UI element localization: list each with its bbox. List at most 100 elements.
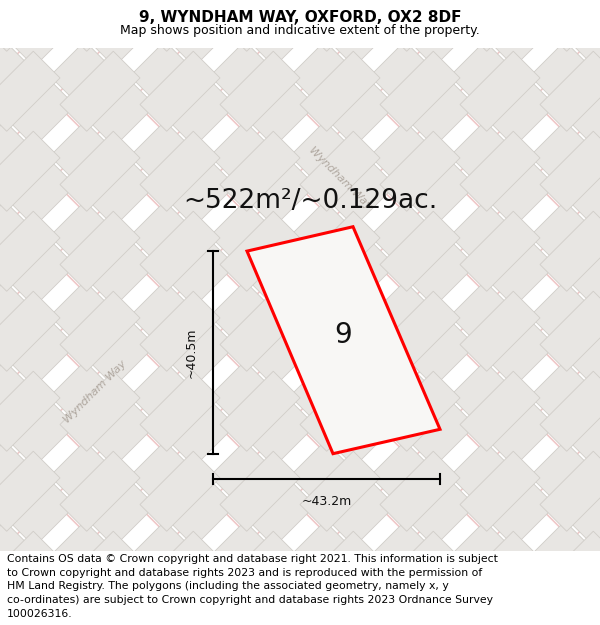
Polygon shape	[164, 156, 235, 227]
Polygon shape	[60, 291, 140, 371]
Polygon shape	[530, 281, 590, 341]
Polygon shape	[450, 601, 510, 625]
Polygon shape	[0, 291, 60, 371]
Polygon shape	[380, 291, 460, 371]
Polygon shape	[450, 521, 510, 581]
Polygon shape	[85, 0, 155, 67]
Polygon shape	[460, 291, 540, 371]
Polygon shape	[210, 201, 270, 261]
Polygon shape	[325, 76, 395, 147]
Polygon shape	[380, 131, 460, 211]
Text: 9: 9	[334, 321, 352, 349]
Polygon shape	[130, 601, 190, 625]
Polygon shape	[245, 316, 316, 387]
Polygon shape	[0, 601, 30, 625]
Polygon shape	[485, 316, 556, 387]
Polygon shape	[50, 0, 110, 21]
Polygon shape	[290, 441, 350, 501]
Polygon shape	[485, 0, 556, 67]
Polygon shape	[404, 156, 475, 227]
Polygon shape	[140, 371, 220, 451]
Polygon shape	[485, 76, 556, 147]
Polygon shape	[450, 0, 510, 21]
Text: Wyndham Way: Wyndham Way	[307, 145, 373, 211]
Polygon shape	[300, 211, 380, 291]
Polygon shape	[85, 316, 155, 387]
Polygon shape	[325, 0, 395, 67]
Polygon shape	[245, 76, 316, 147]
Polygon shape	[540, 371, 600, 451]
Polygon shape	[0, 451, 60, 531]
Polygon shape	[290, 361, 350, 421]
Polygon shape	[0, 121, 30, 181]
Polygon shape	[565, 476, 600, 547]
Polygon shape	[290, 281, 350, 341]
Text: 9, WYNDHAM WAY, OXFORD, OX2 8DF: 9, WYNDHAM WAY, OXFORD, OX2 8DF	[139, 9, 461, 24]
Polygon shape	[50, 441, 110, 501]
Polygon shape	[485, 236, 556, 307]
Polygon shape	[0, 211, 60, 291]
Polygon shape	[164, 316, 235, 387]
Polygon shape	[210, 361, 270, 421]
Polygon shape	[530, 201, 590, 261]
Polygon shape	[325, 556, 395, 625]
Polygon shape	[290, 601, 350, 625]
Polygon shape	[460, 131, 540, 211]
Polygon shape	[380, 531, 460, 611]
Text: Contains OS data © Crown copyright and database right 2021. This information is : Contains OS data © Crown copyright and d…	[7, 554, 498, 619]
Polygon shape	[380, 0, 460, 51]
Polygon shape	[85, 156, 155, 227]
Polygon shape	[290, 0, 350, 21]
Polygon shape	[85, 396, 155, 467]
Polygon shape	[140, 531, 220, 611]
Polygon shape	[60, 0, 140, 51]
Text: ~522m²/~0.129ac.: ~522m²/~0.129ac.	[183, 188, 437, 214]
Polygon shape	[485, 156, 556, 227]
Polygon shape	[210, 521, 270, 581]
Polygon shape	[530, 361, 590, 421]
Polygon shape	[0, 281, 30, 341]
Polygon shape	[60, 531, 140, 611]
Polygon shape	[565, 0, 600, 67]
Polygon shape	[290, 201, 350, 261]
Polygon shape	[300, 531, 380, 611]
Polygon shape	[370, 281, 430, 341]
Polygon shape	[220, 211, 300, 291]
Polygon shape	[0, 131, 60, 211]
Polygon shape	[485, 476, 556, 547]
Polygon shape	[220, 0, 300, 51]
Polygon shape	[460, 371, 540, 451]
Text: Wyndham Way: Wyndham Way	[62, 359, 128, 426]
Polygon shape	[60, 451, 140, 531]
Polygon shape	[404, 556, 475, 625]
Polygon shape	[450, 281, 510, 341]
Polygon shape	[140, 451, 220, 531]
Text: ~43.2m: ~43.2m	[301, 495, 352, 508]
Polygon shape	[5, 476, 76, 547]
Polygon shape	[164, 396, 235, 467]
Polygon shape	[290, 521, 350, 581]
Polygon shape	[210, 0, 270, 21]
Polygon shape	[245, 396, 316, 467]
Polygon shape	[530, 601, 590, 625]
Polygon shape	[540, 451, 600, 531]
Polygon shape	[290, 41, 350, 101]
Polygon shape	[50, 361, 110, 421]
Polygon shape	[0, 41, 30, 101]
Polygon shape	[50, 121, 110, 181]
Polygon shape	[485, 396, 556, 467]
Polygon shape	[5, 396, 76, 467]
Polygon shape	[460, 611, 540, 625]
Polygon shape	[0, 51, 60, 131]
Polygon shape	[460, 211, 540, 291]
Polygon shape	[164, 0, 235, 67]
Polygon shape	[5, 76, 76, 147]
Polygon shape	[50, 601, 110, 625]
Polygon shape	[380, 371, 460, 451]
Polygon shape	[164, 476, 235, 547]
Polygon shape	[450, 201, 510, 261]
Polygon shape	[370, 441, 430, 501]
Polygon shape	[450, 441, 510, 501]
Polygon shape	[300, 371, 380, 451]
Polygon shape	[5, 0, 76, 67]
